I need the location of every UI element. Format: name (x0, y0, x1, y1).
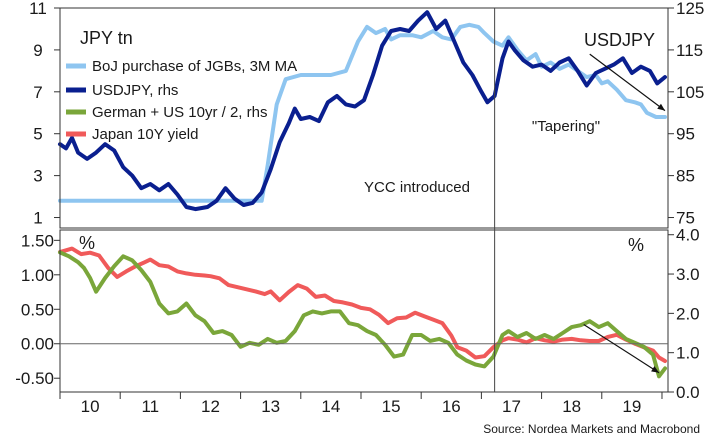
bottom-right-tick-label: 3.0 (676, 265, 700, 284)
bottom-panel: 1.50 1.00 0.50 0.00 -0.50 4.0 3.0 2.0 1.0 0.0 % % (15, 226, 699, 402)
tapering-trend-arrow (589, 53, 666, 112)
top-tick-layer: 1 3 5 7 9 11 75 85 95 105 115 125 (29, 0, 704, 228)
tapering-trend-arrow-head (657, 103, 665, 111)
x-axis: 10 11 12 13 14 15 16 17 18 19 (59, 392, 663, 416)
top-plot-frame (59, 7, 669, 229)
bottom-left-tick-label: 1.00 (21, 266, 54, 285)
x-tick-label: 11 (141, 397, 159, 416)
top-right-tick-label: 85 (676, 167, 695, 186)
top-series-layer (58, 10, 667, 212)
bottom-left-tick-label: 0.00 (21, 335, 54, 354)
bottom-left-unit: % (79, 233, 95, 253)
bottom-plot-frame (59, 229, 669, 393)
x-tick-label: 16 (442, 397, 461, 416)
legend-label-boj: BoJ purchase of JGBs, 3M MA (92, 58, 297, 75)
bottom-tick-layer: 1.50 1.00 0.50 0.00 -0.50 4.0 3.0 2.0 1.0 0.0 (15, 226, 699, 402)
x-tick-label: 14 (321, 397, 340, 416)
bottom-right-tick-label: 1.0 (676, 344, 700, 363)
bottom-series-layer (58, 246, 667, 379)
top-left-tick-label: 11 (29, 0, 47, 18)
yield-trend-arrow (583, 323, 660, 374)
right-axis-title: USDJPY (584, 30, 655, 50)
legend-label-japan10y: Japan 10Y yield (92, 126, 198, 143)
legend: BoJ purchase of JGBs, 3M MA USDJPY, rhs … (66, 58, 297, 143)
top-left-tick-label: 5 (33, 125, 42, 144)
top-panel: 1 3 5 7 9 11 75 85 95 105 115 125 JPY tn USDJPY YCC… (29, 0, 704, 229)
series-line-japan-10y-yield (58, 246, 667, 363)
bottom-left-tick-label: 0.50 (21, 300, 54, 319)
top-left-tick-label: 9 (33, 41, 42, 60)
bottom-left-tick-label: 1.50 (21, 231, 54, 250)
x-tick-label: 13 (261, 397, 280, 416)
top-right-tick-label: 95 (676, 125, 695, 144)
source-note: Source: Nordea Markets and Macrobond (483, 422, 700, 436)
x-tick-label: 18 (562, 397, 581, 416)
series-line-german-us-10yr (58, 250, 667, 379)
top-right-tick-label: 105 (676, 83, 704, 102)
top-left-tick-label: 3 (33, 167, 42, 186)
legend-label-german-us: German + US 10yr / 2, rhs (92, 104, 267, 121)
bottom-left-tick-label: -0.50 (15, 369, 54, 388)
bottom-right-tick-label: 4.0 (676, 226, 700, 245)
bottom-right-tick-label: 0.0 (676, 383, 700, 402)
x-tick-label: 12 (201, 397, 220, 416)
left-axis-title: JPY tn (80, 28, 133, 48)
ycc-annotation: YCC introduced (364, 179, 470, 196)
tapering-annotation: "Tapering" (532, 118, 600, 135)
x-tick-label: 17 (502, 397, 521, 416)
series-line-boj-purchases (58, 22, 667, 203)
top-right-tick-label: 125 (676, 0, 704, 18)
top-right-tick-label: 75 (676, 209, 695, 228)
legend-label-usdjpy: USDJPY, rhs (92, 82, 178, 99)
bottom-right-tick-label: 2.0 (676, 304, 700, 323)
x-tick-label: 19 (622, 397, 641, 416)
top-right-tick-label: 115 (676, 41, 703, 60)
x-tick-label: 10 (81, 397, 100, 416)
series-line-usdjpy (58, 10, 667, 212)
yield-trend-arrow-head (651, 366, 659, 373)
top-left-tick-label: 1 (33, 209, 42, 228)
top-left-tick-label: 7 (33, 83, 42, 102)
x-tick-label: 15 (382, 397, 401, 416)
bottom-right-unit: % (628, 235, 644, 255)
